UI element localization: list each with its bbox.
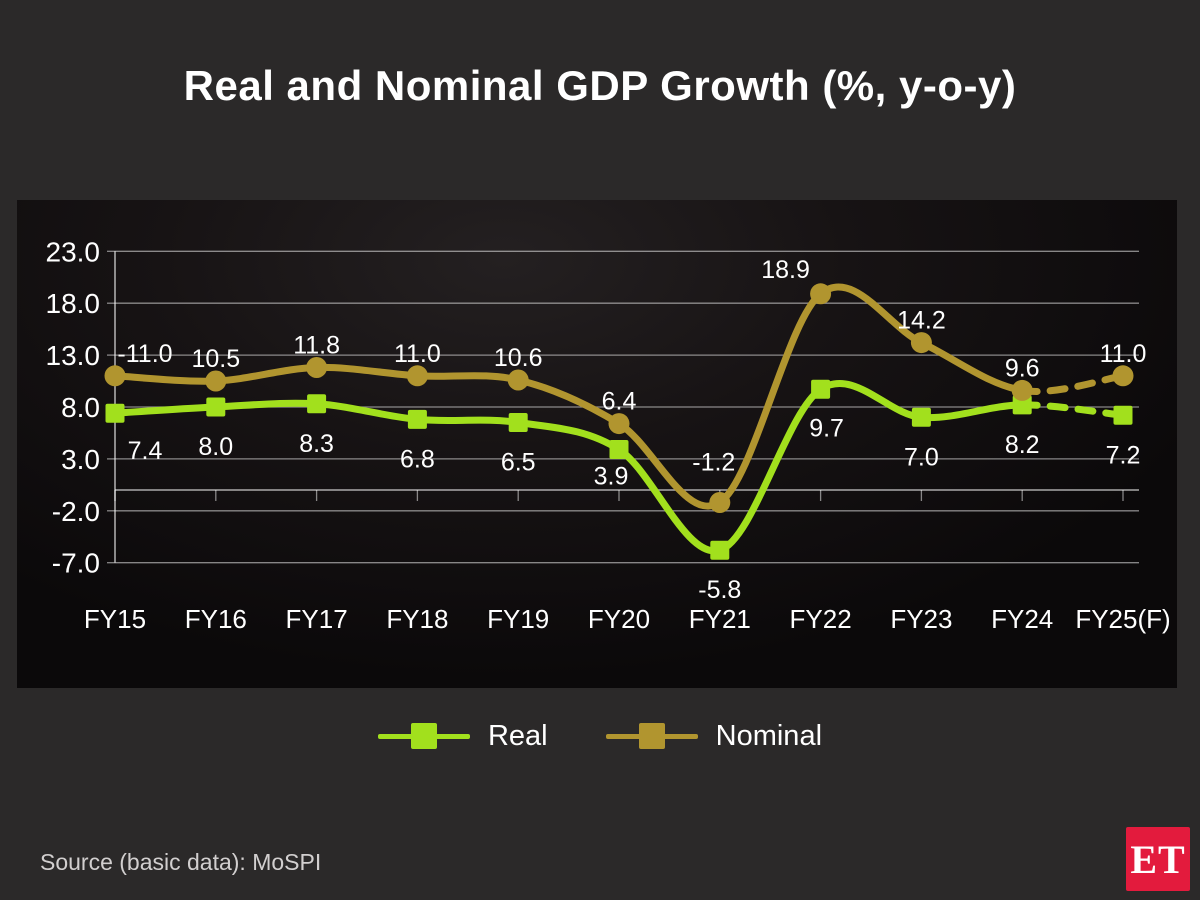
nominal-point <box>810 283 832 305</box>
zero-axis <box>114 489 1139 501</box>
nominal-point <box>1011 379 1033 401</box>
svg-text:7.0: 7.0 <box>904 443 939 471</box>
svg-text:23.0: 23.0 <box>46 236 101 267</box>
real-point <box>710 540 730 560</box>
real-point <box>105 403 125 423</box>
svg-text:8.3: 8.3 <box>299 430 334 458</box>
nominal-point <box>406 365 428 387</box>
real-point <box>407 409 427 429</box>
chart-title: Real and Nominal GDP Growth (%, y-o-y) <box>183 62 1017 109</box>
real-point <box>206 397 226 417</box>
real-series-marker-icon <box>377 722 470 750</box>
nominal-point <box>1112 365 1134 387</box>
nominal-series: -11.0 10.5 11.8 11.0 10.6 6.4 -1.2 18.9 14.2 9.6 1… <box>104 256 1146 513</box>
svg-text:FY25(F): FY25(F) <box>1075 604 1170 634</box>
real-data-labels: 7.4 8.0 8.3 6.8 6.5 3.9 -5.8 9.7 7.0 8.2 7.2 <box>128 414 1141 604</box>
svg-text:11.0: 11.0 <box>394 340 441 368</box>
svg-text:FY15: FY15 <box>84 604 146 634</box>
svg-text:FY20: FY20 <box>588 604 650 634</box>
real-point <box>609 440 629 459</box>
real-point <box>1012 395 1032 415</box>
real-point <box>911 407 931 427</box>
et-logo-text: ET <box>1130 836 1186 882</box>
svg-text:6.4: 6.4 <box>602 388 637 416</box>
svg-text:FY19: FY19 <box>487 604 549 634</box>
svg-text:9.6: 9.6 <box>1005 354 1040 382</box>
svg-text:18.0: 18.0 <box>46 288 101 319</box>
svg-text:10.5: 10.5 <box>191 345 240 373</box>
legend-label-real: Real <box>487 719 548 752</box>
chart-panel: 23.0 18.0 13.0 8.0 3.0 -2.0 -7.0 FY15 FY16 FY17 FY… <box>17 200 1177 688</box>
svg-text:14.2: 14.2 <box>897 307 946 335</box>
svg-text:FY24: FY24 <box>991 604 1053 634</box>
svg-text:3.0: 3.0 <box>61 444 100 475</box>
svg-text:-7.0: -7.0 <box>52 548 100 579</box>
nominal-point <box>910 332 932 354</box>
svg-text:9.7: 9.7 <box>809 414 844 442</box>
nominal-data-labels: -11.0 10.5 11.8 11.0 10.6 6.4 -1.2 18.9 14.2 9.6 1… <box>117 256 1146 477</box>
legend-item-real: Real <box>377 719 548 753</box>
svg-text:6.5: 6.5 <box>501 449 536 477</box>
svg-text:11.0: 11.0 <box>1100 340 1147 368</box>
nominal-point <box>608 413 630 435</box>
et-logo: ET <box>1126 827 1190 891</box>
y-axis-labels: 23.0 18.0 13.0 8.0 3.0 -2.0 -7.0 <box>46 236 101 578</box>
svg-text:8.2: 8.2 <box>1005 431 1040 459</box>
chart-legend: Real Nominal <box>0 706 1200 766</box>
svg-text:FY21: FY21 <box>689 604 751 634</box>
svg-text:13.0: 13.0 <box>46 340 101 371</box>
svg-text:FY23: FY23 <box>890 604 952 634</box>
svg-text:FY17: FY17 <box>286 604 348 634</box>
real-point <box>508 413 528 432</box>
svg-text:FY18: FY18 <box>386 604 448 634</box>
svg-text:8.0: 8.0 <box>61 392 100 423</box>
nominal-point <box>306 357 328 378</box>
nominal-point <box>104 365 126 387</box>
svg-text:8.0: 8.0 <box>198 433 233 461</box>
svg-text:18.9: 18.9 <box>761 256 810 284</box>
svg-text:FY16: FY16 <box>185 604 247 634</box>
svg-text:10.6: 10.6 <box>494 344 543 372</box>
svg-text:FY22: FY22 <box>790 604 852 634</box>
x-axis-labels: FY15 FY16 FY17 FY18 FY19 FY20 FY21 FY22 FY23 FY24… <box>84 604 1171 634</box>
nominal-line <box>111 283 1026 510</box>
real-point <box>307 394 327 414</box>
nominal-series-marker-icon <box>605 722 698 750</box>
real-point <box>811 379 831 399</box>
real-series: 7.4 8.0 8.3 6.8 6.5 3.9 -5.8 9.7 7.0 8.2 7.2 <box>105 379 1141 604</box>
nominal-point <box>709 492 731 513</box>
source-note: Source (basic data): MoSPI <box>40 849 322 875</box>
real-point <box>1113 405 1133 425</box>
real-line <box>111 380 1026 555</box>
legend-item-nominal: Nominal <box>605 719 823 753</box>
svg-text:7.4: 7.4 <box>128 437 163 465</box>
svg-text:-1.2: -1.2 <box>692 449 735 477</box>
legend-label-nominal: Nominal <box>715 719 823 752</box>
svg-text:7.2: 7.2 <box>1106 441 1141 469</box>
nominal-point <box>507 369 529 391</box>
nominal-point <box>205 370 227 392</box>
svg-text:11.8: 11.8 <box>293 332 340 360</box>
svg-text:6.8: 6.8 <box>400 445 435 473</box>
svg-text:-2.0: -2.0 <box>52 496 100 527</box>
svg-text:-5.8: -5.8 <box>698 576 741 604</box>
svg-text:-11.0: -11.0 <box>117 340 172 368</box>
svg-text:3.9: 3.9 <box>594 463 629 491</box>
